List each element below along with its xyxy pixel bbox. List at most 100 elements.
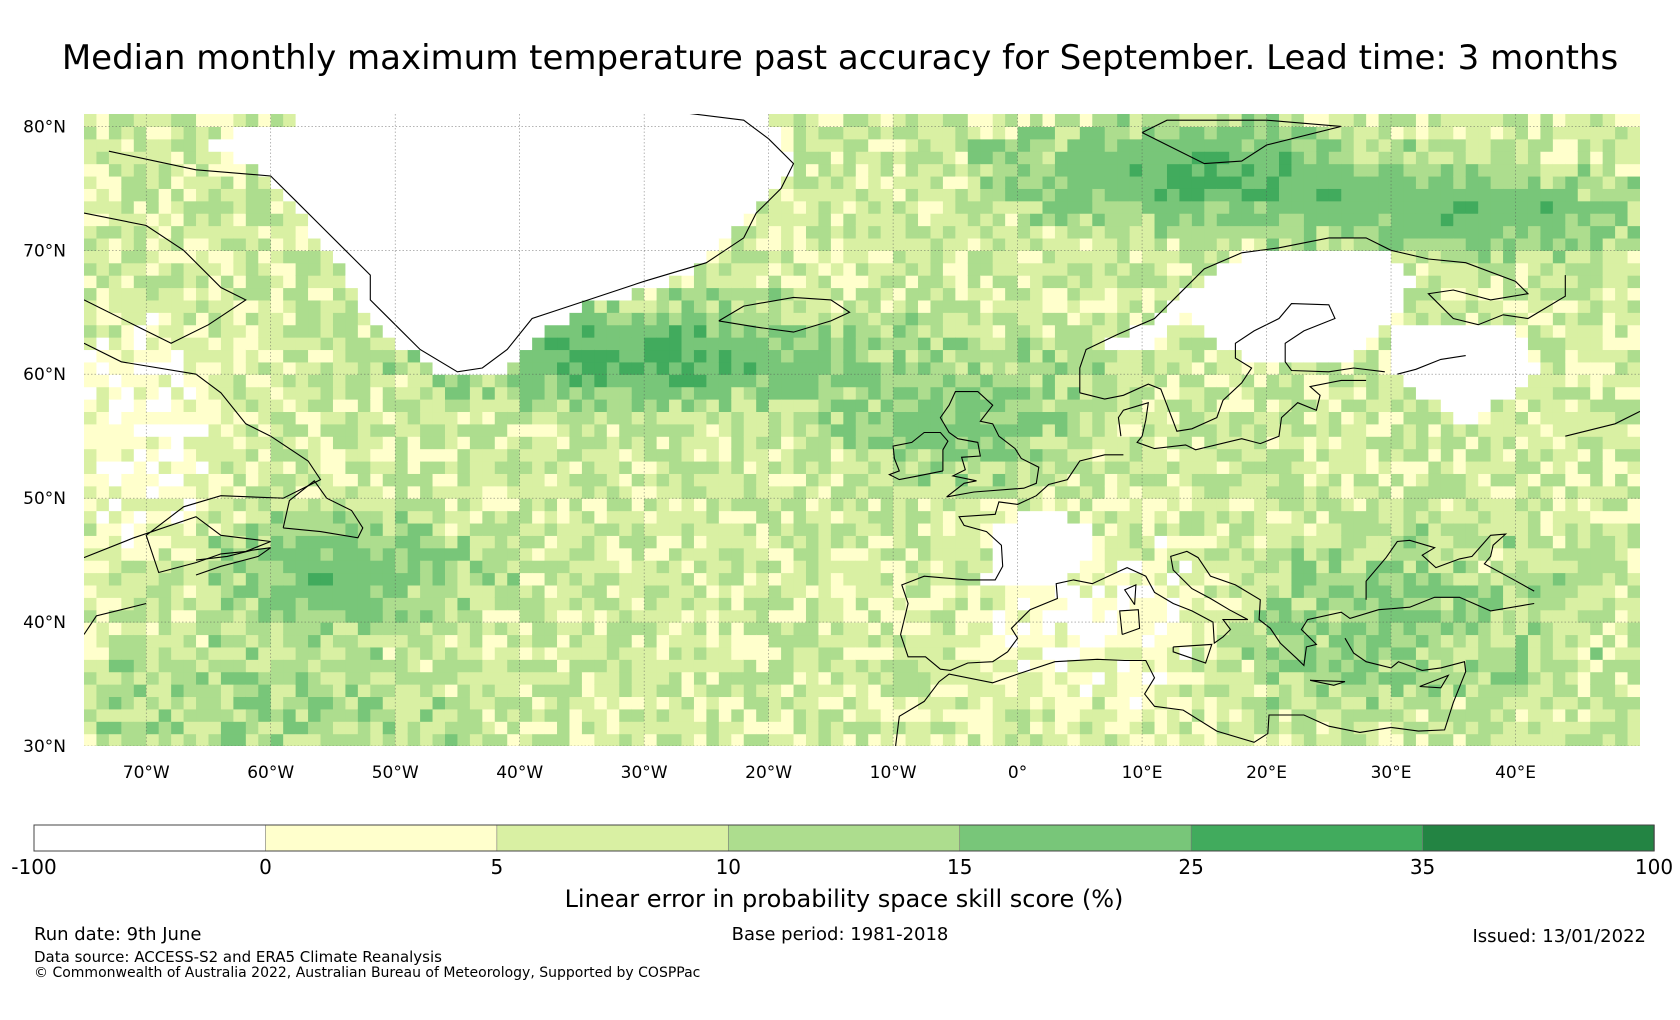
skill-cell <box>855 237 869 251</box>
skill-cell <box>133 213 147 227</box>
skill-cell <box>793 659 807 673</box>
skill-cell <box>420 572 434 586</box>
skill-cell <box>992 324 1006 338</box>
skill-cell <box>1079 250 1093 264</box>
skill-cell <box>420 646 434 660</box>
skill-cell <box>432 560 446 574</box>
skill-cell <box>1104 411 1118 425</box>
skill-cell <box>967 200 981 214</box>
skill-cell <box>220 114 234 127</box>
skill-cell <box>332 572 347 586</box>
skill-cell <box>1191 597 1205 611</box>
skill-cell <box>332 721 347 735</box>
skill-cell <box>420 733 434 746</box>
skill-cell <box>320 163 334 177</box>
skill-cell <box>1005 646 1019 660</box>
skill-cell <box>1104 299 1118 313</box>
skill-cell <box>121 547 135 561</box>
skill-cell <box>880 188 894 202</box>
skill-cell <box>444 213 459 227</box>
skill-cell <box>656 188 670 202</box>
skill-cell <box>718 225 732 239</box>
skill-cell <box>818 337 832 351</box>
skill-cell <box>308 237 322 251</box>
skill-cell <box>942 225 956 239</box>
skill-cell <box>868 275 882 289</box>
skill-cell <box>631 609 645 623</box>
skill-cell <box>980 411 994 425</box>
skill-cell <box>1229 510 1243 524</box>
skill-cell <box>756 708 770 722</box>
skill-cell <box>918 114 932 127</box>
skill-cell <box>233 299 247 313</box>
skill-cell <box>569 262 583 276</box>
skill-cell <box>370 634 384 648</box>
skill-cell <box>108 175 122 189</box>
skill-cell <box>1291 671 1305 685</box>
skill-cell <box>233 584 247 598</box>
skill-cell <box>1129 237 1143 251</box>
skill-cell <box>918 671 932 685</box>
skill-cell <box>1191 510 1205 524</box>
skill-cell <box>781 337 795 351</box>
skill-cell <box>992 584 1006 598</box>
skill-cell <box>967 584 981 598</box>
skill-cell <box>918 324 932 338</box>
skill-cell <box>1254 250 1268 264</box>
skill-cell <box>557 337 571 351</box>
skill-cell <box>918 312 932 326</box>
skill-cell <box>370 622 384 636</box>
skill-cell <box>519 151 533 165</box>
skill-cell <box>1216 696 1230 710</box>
skill-cell <box>569 684 583 698</box>
skill-cell <box>507 175 521 189</box>
skill-cell <box>270 547 284 561</box>
skill-cell <box>507 535 521 549</box>
skill-cell <box>594 609 608 623</box>
skill-cell <box>519 399 533 413</box>
skill-cell <box>1154 522 1168 536</box>
skill-cell <box>631 237 645 251</box>
skill-cell <box>1241 535 1255 549</box>
skill-cell <box>1142 275 1156 289</box>
skill-cell <box>121 299 135 313</box>
skill-cell <box>980 721 994 735</box>
skill-cell <box>930 708 944 722</box>
skill-cell <box>1030 485 1044 499</box>
skill-cell <box>1054 349 1068 363</box>
skill-cell <box>743 733 757 746</box>
skill-cell <box>457 324 471 338</box>
skill-cell <box>768 733 782 746</box>
skill-cell <box>320 337 334 351</box>
skill-cell <box>967 423 981 437</box>
skill-cell <box>1279 721 1293 735</box>
skill-cell <box>1229 584 1243 598</box>
skill-cell <box>332 609 347 623</box>
skill-cell <box>1254 572 1268 586</box>
skill-cell <box>395 399 409 413</box>
skill-cell <box>220 423 234 437</box>
skill-cell <box>395 671 409 685</box>
skill-cell <box>133 733 147 746</box>
skill-cell <box>308 163 322 177</box>
skill-cell <box>569 200 583 214</box>
skill-cell <box>519 448 533 462</box>
skill-cell <box>631 646 645 660</box>
skill-cell <box>1254 188 1268 202</box>
skill-cell <box>295 733 309 746</box>
skill-cell <box>208 510 222 524</box>
skill-cell <box>357 671 371 685</box>
skill-cell <box>693 671 707 685</box>
skill-cell <box>1204 126 1218 140</box>
skill-cell <box>420 485 434 499</box>
skill-cell <box>84 151 98 165</box>
skill-cell <box>1204 337 1218 351</box>
skill-cell <box>992 138 1006 152</box>
skill-cell <box>332 597 347 611</box>
skill-cell <box>108 163 122 177</box>
skill-cell <box>893 126 907 140</box>
skill-cell <box>1054 560 1068 574</box>
skill-cell <box>980 547 994 561</box>
skill-cell <box>644 535 658 549</box>
skill-cell <box>955 485 969 499</box>
